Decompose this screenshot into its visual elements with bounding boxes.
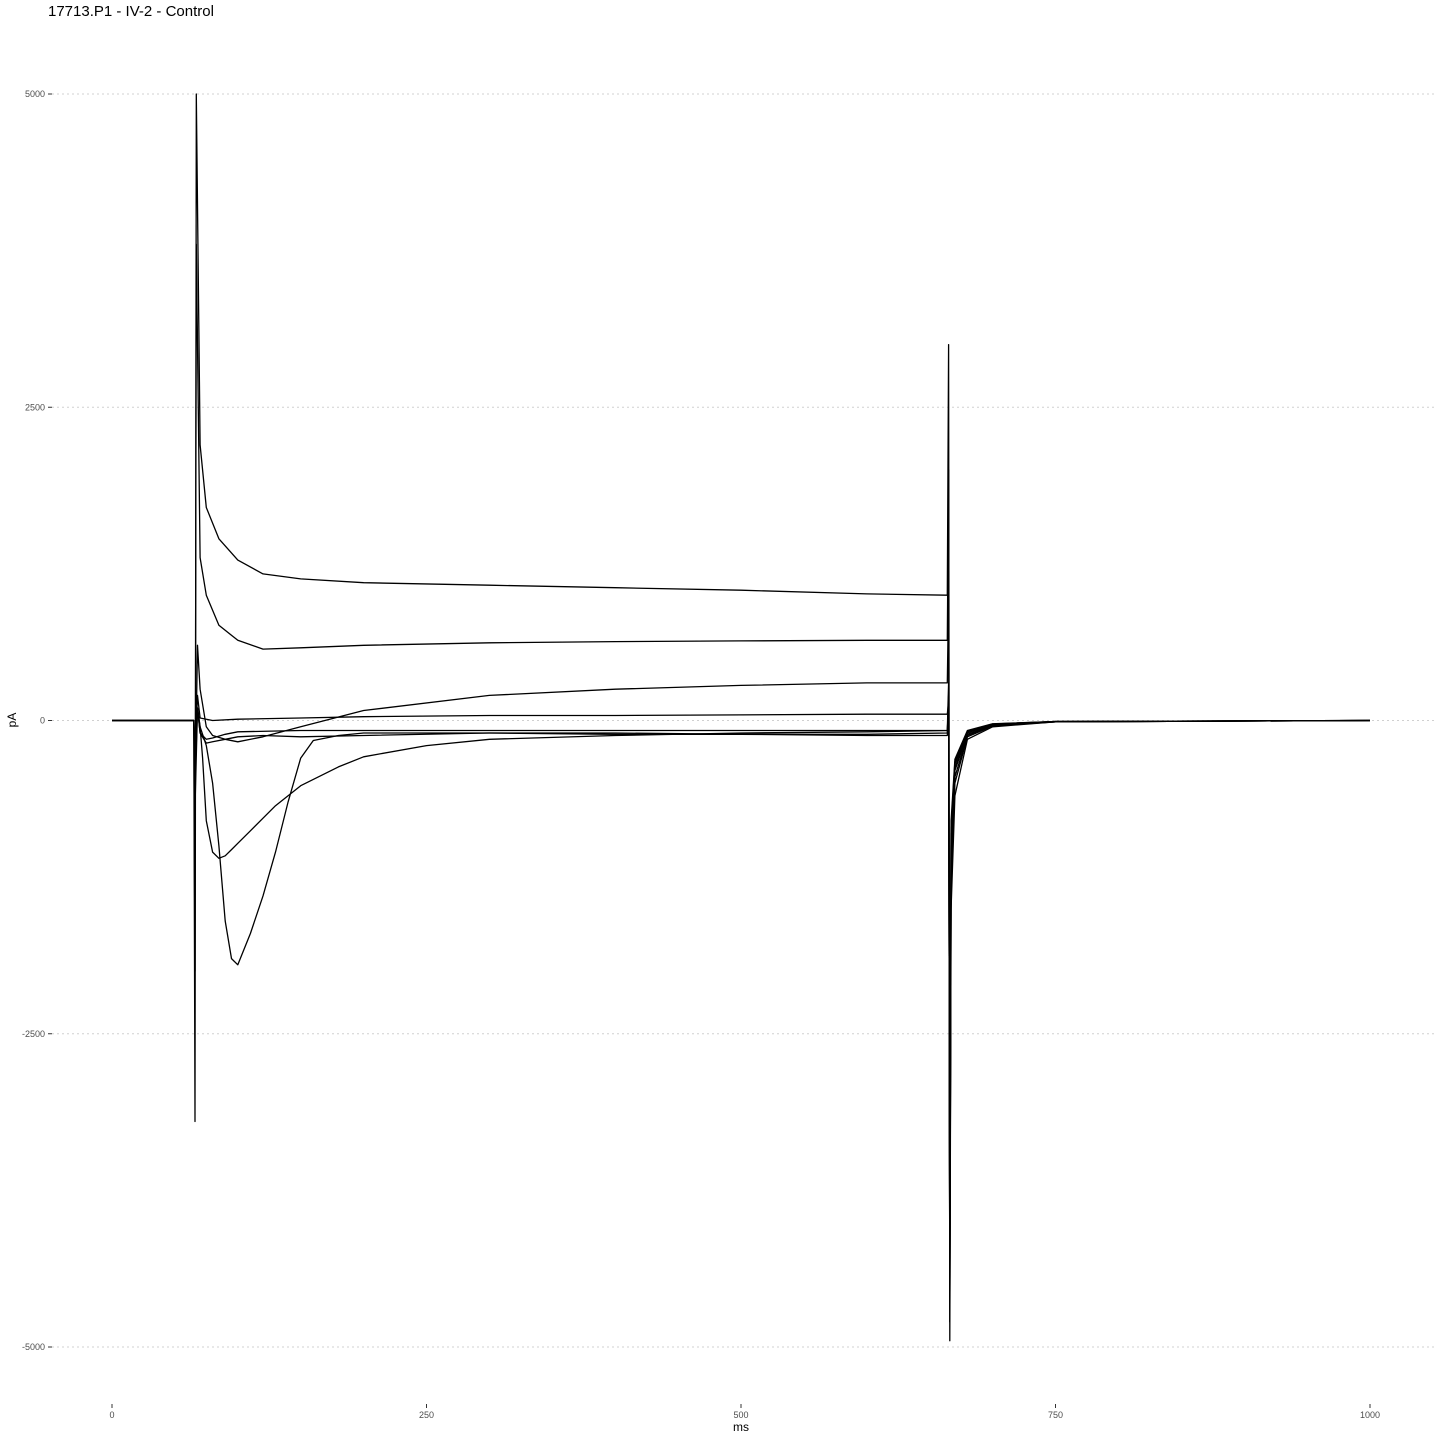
x-tick-label: 500 <box>733 1410 748 1420</box>
y-axis-title: pA <box>5 713 19 728</box>
x-tick-label: 250 <box>419 1410 434 1420</box>
x-axis-ticks: 0 250 500 750 1000 <box>109 1404 1380 1420</box>
x-tick-label: 1000 <box>1360 1410 1380 1420</box>
trace-line-2 <box>112 243 1371 1323</box>
y-axis-ticks: -5000 -2500 0 2500 5000 <box>22 89 52 1352</box>
x-tick-label: 750 <box>1048 1410 1063 1420</box>
current-traces <box>112 93 1371 1342</box>
x-axis-title: ms <box>733 1420 749 1434</box>
y-tick-label: 0 <box>40 716 45 726</box>
x-tick-label: 0 <box>109 1410 114 1420</box>
y-tick-label: 5000 <box>25 89 45 99</box>
chart-title: 17713.P1 - IV-2 - Control <box>48 3 214 20</box>
y-tick-label: -2500 <box>22 1029 45 1039</box>
trace-line-6 <box>112 694 1371 1273</box>
y-tick-label: 2500 <box>25 402 45 412</box>
trace-line-1 <box>112 93 1371 1342</box>
y-tick-label: -5000 <box>22 1342 45 1352</box>
trace-line-3 <box>112 594 1371 1311</box>
trace-line-7 <box>112 707 1371 1260</box>
trace-line-8 <box>112 707 1371 1248</box>
trace-line-5 <box>112 694 1371 1285</box>
trace-line-4 <box>112 682 1371 1298</box>
